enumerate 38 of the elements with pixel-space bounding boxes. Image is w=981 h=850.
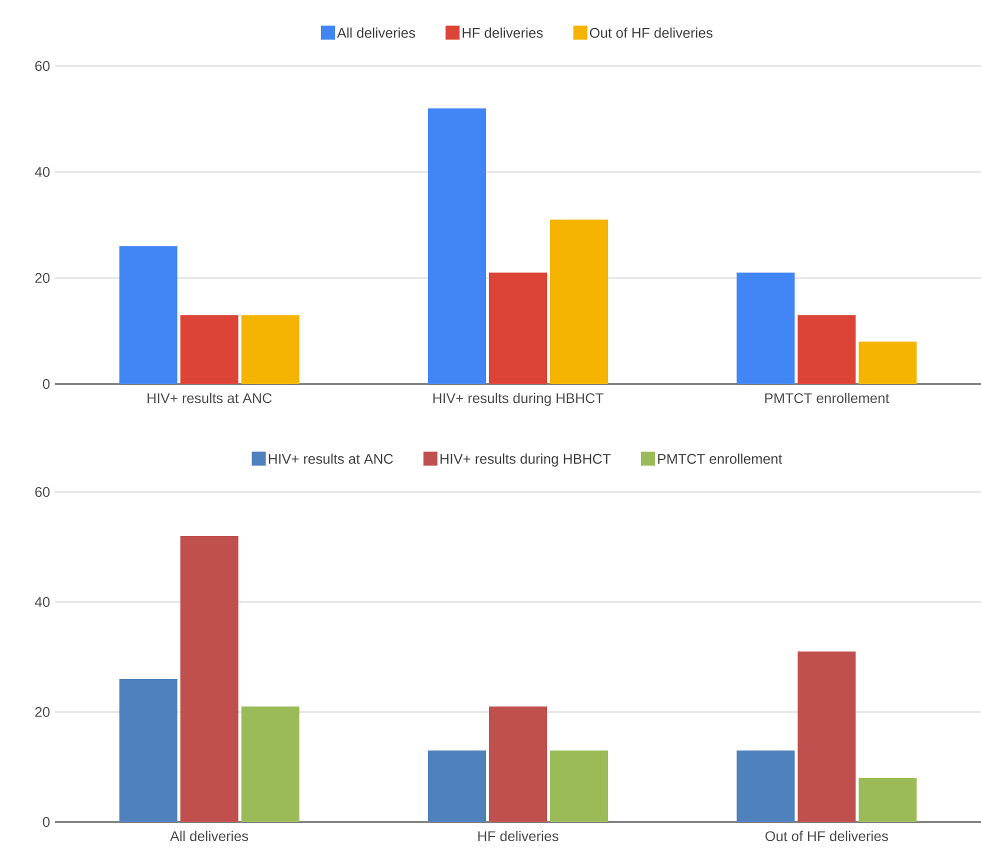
bar <box>798 315 856 384</box>
legend-label: PMTCT enrollement <box>658 454 782 464</box>
legend-label: HIV+ results at ANC <box>268 454 393 464</box>
bar <box>489 272 548 384</box>
x-tick-label: All deliveries <box>170 830 248 842</box>
bar <box>798 651 856 822</box>
x-tick-label: HIV+ results at ANC <box>148 392 272 404</box>
y-tick-label: 60 <box>35 487 50 497</box>
bar <box>550 220 608 384</box>
y-tick-label: 20 <box>35 707 50 717</box>
bar <box>858 778 917 822</box>
bar <box>550 750 608 822</box>
legend-label: HIV+ results during HBHCT <box>440 454 611 467</box>
bar <box>241 706 300 822</box>
y-tick-label: 40 <box>34 597 50 607</box>
x-tick-label: PMTCT enrollement <box>765 392 890 404</box>
y-tick-label: 0 <box>42 817 50 827</box>
bar <box>489 706 548 822</box>
bar <box>428 750 486 822</box>
y-tick-label: 60 <box>35 61 50 71</box>
x-tick-label: HIV+ results during HBHCT <box>433 392 604 406</box>
x-tick-label: HF deliveries <box>478 830 558 842</box>
bar <box>180 536 238 822</box>
legend-label: HF deliveries <box>462 28 543 38</box>
bar <box>241 315 300 384</box>
y-tick-label: 0 <box>42 379 50 389</box>
x-tick-label: Out of HF deliveries <box>765 830 888 842</box>
bar <box>180 315 238 384</box>
bar <box>119 246 178 384</box>
bar <box>736 750 795 822</box>
bar <box>858 342 917 384</box>
legend-label: All deliveries <box>337 28 416 38</box>
bar <box>736 272 795 384</box>
bar <box>428 108 486 384</box>
y-tick-label: 20 <box>35 273 50 283</box>
legend-label: Out of HF deliveries <box>590 28 712 38</box>
y-tick-label: 40 <box>34 167 50 177</box>
bar <box>119 678 178 822</box>
